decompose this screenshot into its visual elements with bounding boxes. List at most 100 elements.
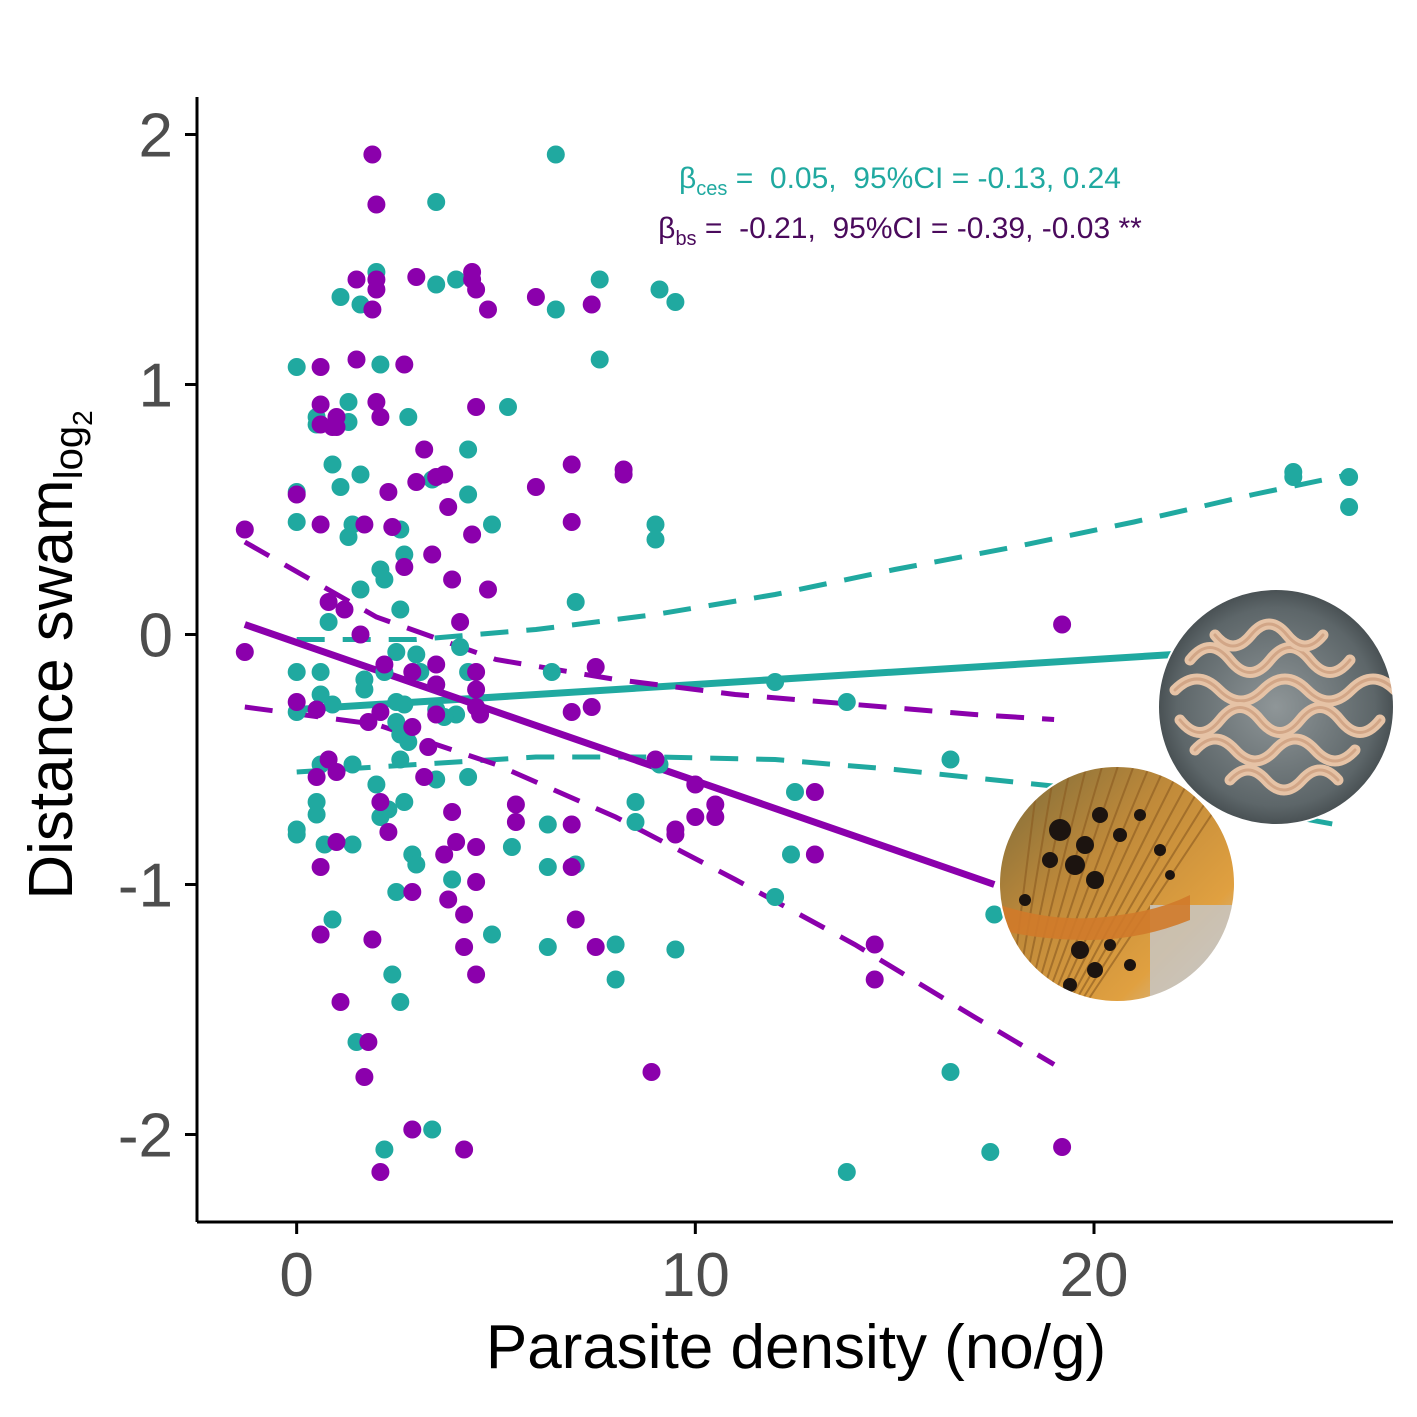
bs-point	[586, 938, 605, 956]
ces-point	[483, 515, 501, 534]
ces-point	[786, 783, 804, 801]
bs-point	[359, 713, 378, 731]
ces-point	[287, 825, 306, 844]
bs-point	[395, 558, 414, 576]
ces-point	[443, 870, 462, 889]
bs-point	[427, 705, 446, 724]
y-tick-label: -1	[118, 852, 173, 921]
ces-point	[371, 808, 390, 826]
bs-point	[355, 515, 374, 534]
ces-point	[837, 1163, 856, 1181]
ces-point	[606, 970, 625, 989]
bs-point	[371, 1163, 390, 1181]
ces-point	[499, 398, 517, 416]
bs-point	[562, 815, 581, 834]
bs-point	[371, 793, 390, 811]
bs-point	[427, 468, 446, 486]
ces-point	[399, 408, 418, 426]
y-tick-label: 0	[139, 602, 173, 671]
ces-point	[1340, 498, 1359, 516]
bs-point	[467, 965, 486, 984]
bs-point	[403, 663, 422, 681]
bs-point	[407, 268, 426, 286]
bs-point	[435, 845, 454, 864]
ces-point	[427, 275, 446, 294]
fish-fin-black-spots-photo	[999, 766, 1235, 1002]
bs-point	[311, 358, 330, 376]
bs-point	[347, 270, 366, 289]
ces-point	[650, 280, 669, 299]
bs-point	[327, 418, 346, 436]
bs-point	[582, 698, 601, 716]
bs-point	[335, 600, 354, 619]
ces-point	[387, 883, 406, 901]
ces-point	[646, 530, 665, 549]
bs-point	[467, 280, 486, 299]
ces-point	[331, 478, 350, 496]
bs-point	[562, 455, 581, 474]
ces-point	[287, 358, 306, 376]
bs-point	[375, 655, 394, 674]
bs-point	[367, 195, 386, 214]
ces-point	[646, 515, 665, 534]
bs-point	[706, 808, 725, 826]
bs-point	[455, 905, 474, 924]
ces-point	[339, 528, 358, 546]
ces-point	[546, 145, 565, 164]
bs-point	[586, 658, 605, 676]
ces-point	[837, 693, 856, 711]
ces-point	[542, 663, 561, 681]
bs-point	[355, 1068, 374, 1086]
bs-point	[367, 280, 386, 299]
bs-point	[407, 473, 426, 491]
bs-point	[463, 525, 482, 544]
bs-point	[287, 485, 306, 504]
ces-ci-line	[296, 472, 1350, 642]
ces-point	[395, 545, 414, 564]
x-tick-label: 10	[661, 1241, 730, 1310]
bs-point	[439, 498, 458, 516]
bs-point	[427, 655, 446, 674]
ces-point	[331, 288, 350, 306]
ces-point	[766, 888, 785, 906]
ces-point	[323, 455, 342, 474]
bs-point	[319, 593, 338, 611]
bs-point	[562, 513, 581, 531]
ces-point	[590, 350, 609, 369]
ces-point	[323, 910, 342, 929]
ces-point	[606, 935, 625, 954]
bs-point	[471, 705, 490, 724]
ces-point	[1284, 468, 1303, 486]
bs-point	[395, 355, 414, 374]
bs-point	[566, 910, 585, 929]
x-tick-label: 20	[1060, 1241, 1129, 1310]
ces-point	[307, 793, 326, 811]
bs-point	[415, 768, 434, 786]
ces-point	[666, 940, 685, 959]
x-axis-title: Parasite density (no/g)	[486, 1313, 1106, 1382]
bs-point	[467, 680, 486, 699]
ces-point	[367, 775, 386, 794]
bs-point	[646, 750, 665, 769]
ces-point	[375, 570, 394, 589]
bs-point	[1053, 615, 1072, 634]
y-axis-title: Distance swamlog2	[17, 410, 98, 899]
bs-point	[467, 838, 486, 856]
bs-point	[443, 570, 462, 589]
bs-point	[805, 783, 824, 801]
ces-point	[459, 768, 478, 786]
ces-point	[395, 695, 414, 714]
bs-point	[706, 795, 725, 814]
ces-point	[351, 580, 370, 599]
ces-point	[941, 750, 960, 769]
bs-fit-line	[243, 621, 996, 888]
bs-point	[403, 1120, 422, 1139]
ces-point	[546, 300, 565, 319]
bs-point	[479, 580, 497, 599]
bs-point	[327, 763, 346, 781]
bs-point	[307, 700, 326, 719]
bs-point	[439, 890, 458, 909]
ces-point	[427, 193, 446, 211]
ces-point	[355, 680, 374, 699]
